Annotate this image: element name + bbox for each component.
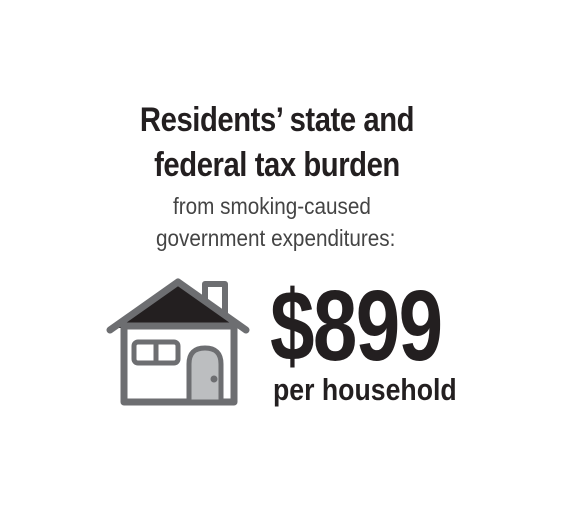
- headline-line-2: federal tax burden: [154, 146, 400, 184]
- house-door-knob: [210, 375, 218, 383]
- stat-unit: per household: [273, 372, 457, 407]
- house-roof: [110, 282, 246, 328]
- house-icon: [106, 278, 250, 406]
- headline-line-1: Residents’ state and: [139, 101, 415, 139]
- house-door: [186, 345, 224, 405]
- subheadline-line-1: from smoking-caused: [173, 193, 371, 219]
- subheadline-line-2: government expenditures:: [156, 225, 396, 251]
- stat-amount: $899: [270, 270, 443, 382]
